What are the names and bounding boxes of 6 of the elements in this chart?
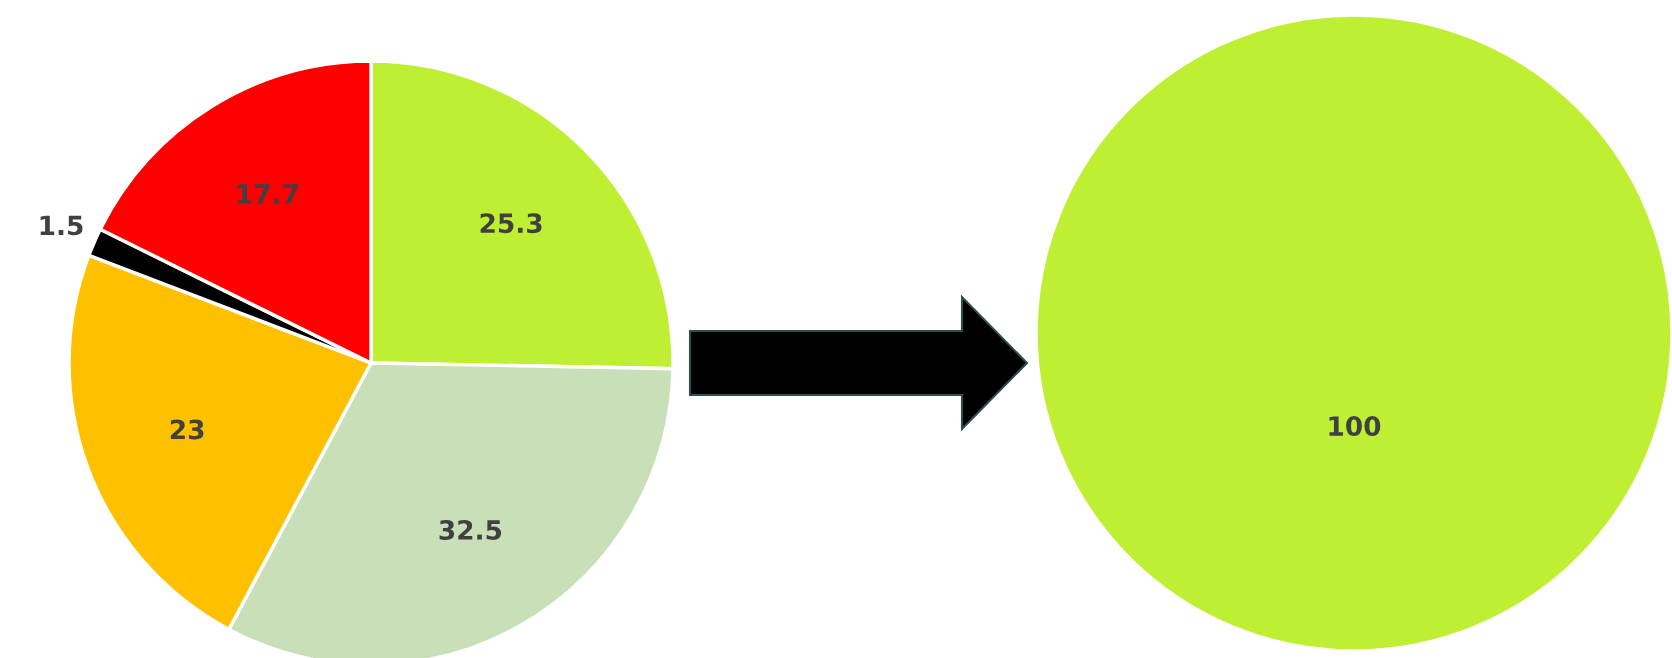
data-label: 17.7 bbox=[237, 184, 298, 204]
data-label: 23 bbox=[170, 419, 204, 440]
data-label: 1.5 bbox=[40, 215, 83, 236]
data-label: 100 bbox=[1329, 416, 1381, 437]
data-label: 32.5 bbox=[439, 519, 502, 540]
data-label: 25.3 bbox=[480, 213, 542, 234]
